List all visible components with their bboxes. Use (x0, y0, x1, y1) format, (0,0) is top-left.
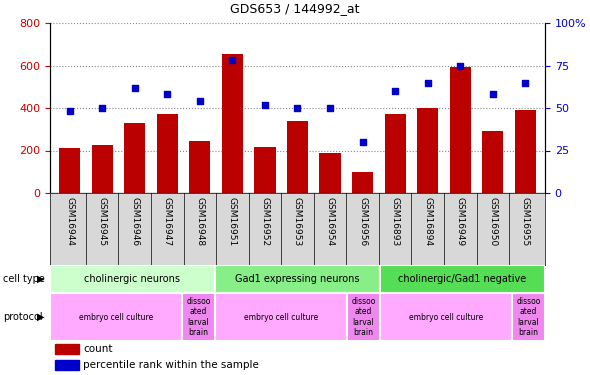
Point (521, 80, 530, 86)
Point (130, 85, 139, 91)
Bar (157, 114, 178, 193)
Bar (254, 147, 276, 193)
Bar (189, 141, 211, 193)
Text: GSM16948: GSM16948 (195, 196, 204, 246)
Point (391, 88, 400, 94)
Bar (215, 293, 347, 341)
Text: GSM16944: GSM16944 (65, 196, 74, 246)
Bar (287, 121, 308, 193)
Text: ▶: ▶ (37, 312, 44, 322)
Text: cell type: cell type (3, 274, 45, 284)
Text: GSM16952: GSM16952 (260, 196, 270, 246)
Point (195, 98, 205, 104)
Bar (352, 172, 373, 193)
Text: GSM16956: GSM16956 (358, 196, 367, 246)
Text: embryo cell culture: embryo cell culture (409, 312, 483, 321)
Text: GSM16954: GSM16954 (326, 196, 335, 246)
Point (358, 139, 368, 145)
Point (488, 92, 497, 98)
Bar (222, 54, 243, 193)
Text: dissoo
ated
larval
brain: dissoo ated larval brain (516, 297, 540, 337)
Text: ▶: ▶ (37, 274, 44, 284)
Text: protocol: protocol (3, 312, 42, 322)
Text: percentile rank within the sample: percentile rank within the sample (84, 360, 260, 370)
Text: embryo cell culture: embryo cell culture (244, 312, 318, 321)
Text: GSM16946: GSM16946 (130, 196, 139, 246)
Text: Gad1 expressing neurons: Gad1 expressing neurons (235, 274, 360, 284)
Bar (55, 360, 78, 370)
Bar (482, 131, 503, 193)
Bar (59, 148, 80, 193)
Bar (215, 265, 380, 293)
Bar (55, 344, 78, 354)
Text: dissoo
ated
larval
brain: dissoo ated larval brain (351, 297, 376, 337)
Text: dissoo
ated
larval
brain: dissoo ated larval brain (186, 297, 211, 337)
Point (65, 108, 74, 114)
Bar (50, 293, 182, 341)
Point (293, 105, 302, 111)
Text: cholinergic/Gad1 negative: cholinergic/Gad1 negative (398, 274, 527, 284)
Text: embryo cell culture: embryo cell culture (79, 312, 153, 321)
Bar (91, 145, 113, 193)
Point (228, 57, 237, 63)
Text: GSM16949: GSM16949 (456, 196, 465, 246)
Point (97, 105, 107, 111)
Bar (182, 293, 215, 341)
Bar (380, 265, 545, 293)
Text: GSM16947: GSM16947 (163, 196, 172, 246)
Point (423, 80, 432, 86)
Text: GSM16894: GSM16894 (423, 196, 432, 246)
Bar (319, 153, 340, 193)
Text: GSM16953: GSM16953 (293, 196, 302, 246)
Text: GSM16945: GSM16945 (97, 196, 107, 246)
Text: GDS653 / 144992_at: GDS653 / 144992_at (230, 2, 360, 15)
Text: count: count (84, 344, 113, 354)
Point (162, 92, 172, 98)
Bar (124, 123, 145, 193)
Bar (512, 293, 545, 341)
Bar (417, 108, 438, 193)
Point (325, 105, 335, 111)
Text: GSM16951: GSM16951 (228, 196, 237, 246)
Bar (50, 265, 215, 293)
Text: cholinergic neurons: cholinergic neurons (84, 274, 181, 284)
Point (260, 102, 270, 108)
Bar (385, 114, 406, 193)
Text: GSM16950: GSM16950 (489, 196, 497, 246)
Point (455, 63, 465, 69)
Bar (450, 67, 471, 193)
Text: GSM16955: GSM16955 (521, 196, 530, 246)
Bar (515, 110, 536, 193)
Bar (380, 293, 512, 341)
Text: GSM16893: GSM16893 (391, 196, 399, 246)
Bar (347, 293, 380, 341)
